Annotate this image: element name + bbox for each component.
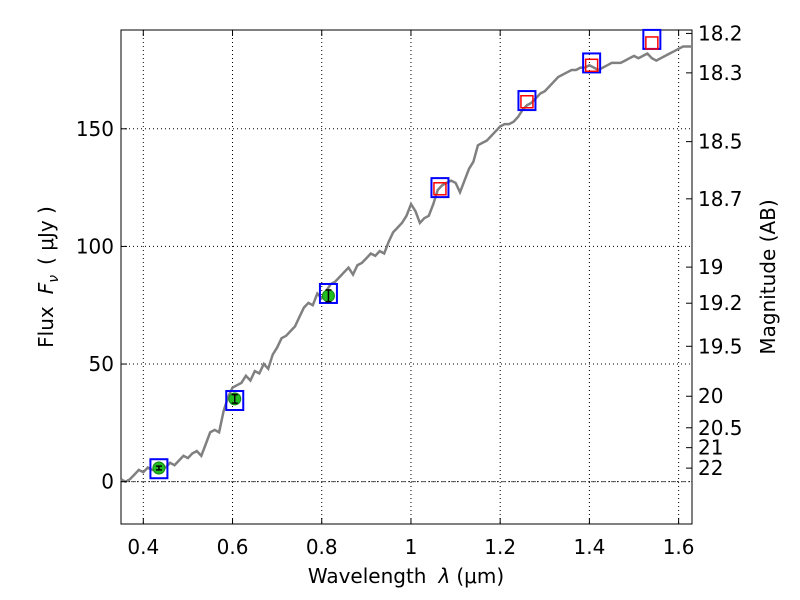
model-photometry-box: [517, 90, 537, 112]
y-axis-title-symbol: F: [34, 282, 58, 294]
x-axis-title-text: Wavelength: [308, 564, 427, 588]
y2-axis-title: Magnitude (AB): [756, 199, 780, 354]
upper-limit-marker: [433, 182, 447, 196]
mag-tick-label: 20: [698, 384, 723, 408]
x-tick-label: 1.6: [663, 535, 695, 559]
x-axis-title-unit: (μm): [456, 564, 504, 588]
x-tick-label: 0.8: [306, 535, 338, 559]
mag-tick-label: 18.2: [698, 21, 743, 45]
mag-tick-label: 19.2: [698, 291, 743, 315]
plot-frame: [120, 29, 693, 525]
mag-tick-label: 18.3: [698, 61, 743, 85]
mag-tick-label: 20.5: [698, 416, 743, 440]
x-axis-ticks: 0.4 0.6 0.8 1 1.2 1.4 1.6: [127, 30, 695, 559]
x-axis-title: Wavelength λ (μm): [308, 564, 504, 588]
y-axis-ticks: 0 50 100 150: [76, 117, 127, 494]
mag-tick-label: 21: [698, 436, 723, 460]
y-axis-title-unit: ( μJy ): [34, 206, 58, 265]
y-axis-title: Flux Fν ( μJy ): [34, 206, 62, 348]
mag-tick-label: 18.7: [698, 187, 743, 211]
mag-tick-label: 19: [698, 255, 723, 279]
model-photometry-box: [225, 390, 245, 411]
y-axis-title-subscript: ν: [46, 275, 62, 283]
model-photometry-box: [582, 52, 602, 74]
model-photometry-box: [149, 458, 169, 480]
x-axis-title-lambda: λ: [438, 564, 451, 588]
model-photometry-box: [430, 177, 450, 199]
x-tick-label: 1.4: [573, 535, 605, 559]
y-tick-label: 100: [76, 234, 114, 258]
mag-tick-label: 19.5: [698, 334, 743, 358]
y-axis-title-text: Flux: [34, 306, 58, 348]
y-tick-label: 50: [89, 352, 114, 376]
upper-limit-marker: [520, 94, 534, 109]
photometry-points: [149, 28, 662, 480]
plot-area: [120, 28, 693, 525]
upper-limit-marker: [584, 58, 599, 73]
mag-tick-label: 18.5: [698, 130, 743, 154]
y-tick-label: 150: [76, 117, 114, 141]
mag-tick-label: 22: [698, 456, 723, 480]
y-tick-label: 0: [101, 470, 114, 494]
spectrum-line: [120, 45, 692, 484]
x-tick-label: 1.2: [484, 535, 516, 559]
upper-limit-marker: [645, 36, 659, 50]
model-photometry-box: [318, 282, 338, 304]
x-tick-label: 1: [405, 535, 418, 559]
x-tick-label: 0.4: [127, 535, 159, 559]
x-tick-label: 0.6: [217, 535, 249, 559]
